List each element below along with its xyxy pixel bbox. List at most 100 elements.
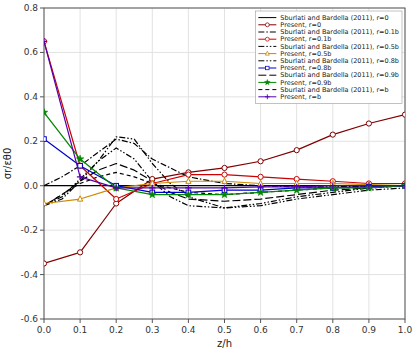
series [44,112,405,266]
tick-mark [224,319,225,323]
tick-label: 0.8 [24,3,39,13]
tick-label: 0.1 [73,325,87,335]
y-axis-label: σr/εθ0 [2,148,13,180]
point [221,185,227,191]
point [113,185,119,191]
point [366,183,372,189]
legend-swatch [258,17,276,18]
tick-mark [152,319,153,323]
legend-item: Present, r=b [258,93,321,101]
point [77,174,83,180]
tick-label: 0.0 [37,325,52,335]
tick-mark [80,319,81,323]
tick-mark [40,185,44,186]
point [44,38,47,44]
series-line [44,164,405,206]
legend-label: Present, r=b [280,93,321,101]
tick-mark [40,52,44,53]
series [44,108,405,197]
tick-mark [405,319,406,323]
tick-label: -0.6 [20,314,38,324]
tick-mark [44,319,45,323]
legend-box [255,11,402,103]
point [44,108,48,115]
tick-mark [116,319,117,323]
legend-marker [265,37,269,41]
tick-label: 0.6 [24,47,39,57]
tick-mark [40,96,44,97]
grid-line [224,8,225,319]
series-line [44,139,405,192]
legend-marker [265,51,269,55]
tick-label: 0.6 [253,325,268,335]
point [149,185,155,191]
series-line [44,41,405,199]
tick-mark [40,274,44,275]
point [186,172,191,177]
point [402,112,405,117]
axes: 0.00.10.20.30.40.50.60.70.80.91.0-0.6-0.… [20,3,412,335]
tick-label: 1.0 [398,325,413,335]
legend: Sburlati and Bardella (2011), r=0 Present… [255,11,402,103]
grid-line [188,8,189,319]
plot-frame [44,8,405,319]
series [44,164,405,206]
series-line [44,148,405,208]
legend-swatch [258,32,276,33]
series [44,38,405,191]
point [330,183,336,189]
tick-label: 0.3 [145,325,159,335]
point [114,196,119,201]
tick-mark [40,141,44,142]
point [44,200,47,205]
tick-label: -0.4 [20,270,38,280]
tick-label: -0.2 [20,225,38,235]
tick-label: 0.4 [181,325,196,335]
legend-item: Sburlati and Bardella (2011), r=b [258,86,388,94]
series-line [44,115,405,264]
legend-swatch [258,60,276,61]
plot-area [44,8,405,319]
point [186,178,191,183]
point [78,163,83,168]
series [44,137,405,208]
series-line [44,41,405,188]
point [257,184,263,190]
point [78,250,83,255]
point [112,184,120,191]
point [402,183,405,189]
series-line [44,181,405,203]
tick-mark [368,319,369,323]
tick-mark [332,319,333,323]
point [185,191,193,198]
legend-swatch [258,75,276,76]
tick-label: 0.9 [362,325,377,335]
tick-label: 0.5 [217,325,231,335]
point [44,137,46,142]
point [78,163,83,168]
point [76,155,84,162]
point [44,39,47,44]
legend-marker [266,66,269,69]
point [294,148,299,153]
tick-label: 0.8 [326,325,341,335]
point [222,172,227,177]
point [222,165,227,170]
point [258,174,263,179]
legend-marker [265,23,269,27]
point [294,184,300,190]
tick-label: 0.7 [290,325,304,335]
legend-item: Sburlati and Bardella (2011), r=0 [258,14,388,22]
legend-swatch [258,89,276,90]
series-line [44,172,405,205]
series-line [44,139,405,187]
grid-line [44,141,405,142]
legend-swatch [258,46,276,47]
tick-mark [188,319,189,323]
tick-mark [296,319,297,323]
tick-mark [40,319,44,320]
tick-mark [260,319,261,323]
point [149,191,157,198]
point [185,185,191,191]
point [44,261,47,266]
